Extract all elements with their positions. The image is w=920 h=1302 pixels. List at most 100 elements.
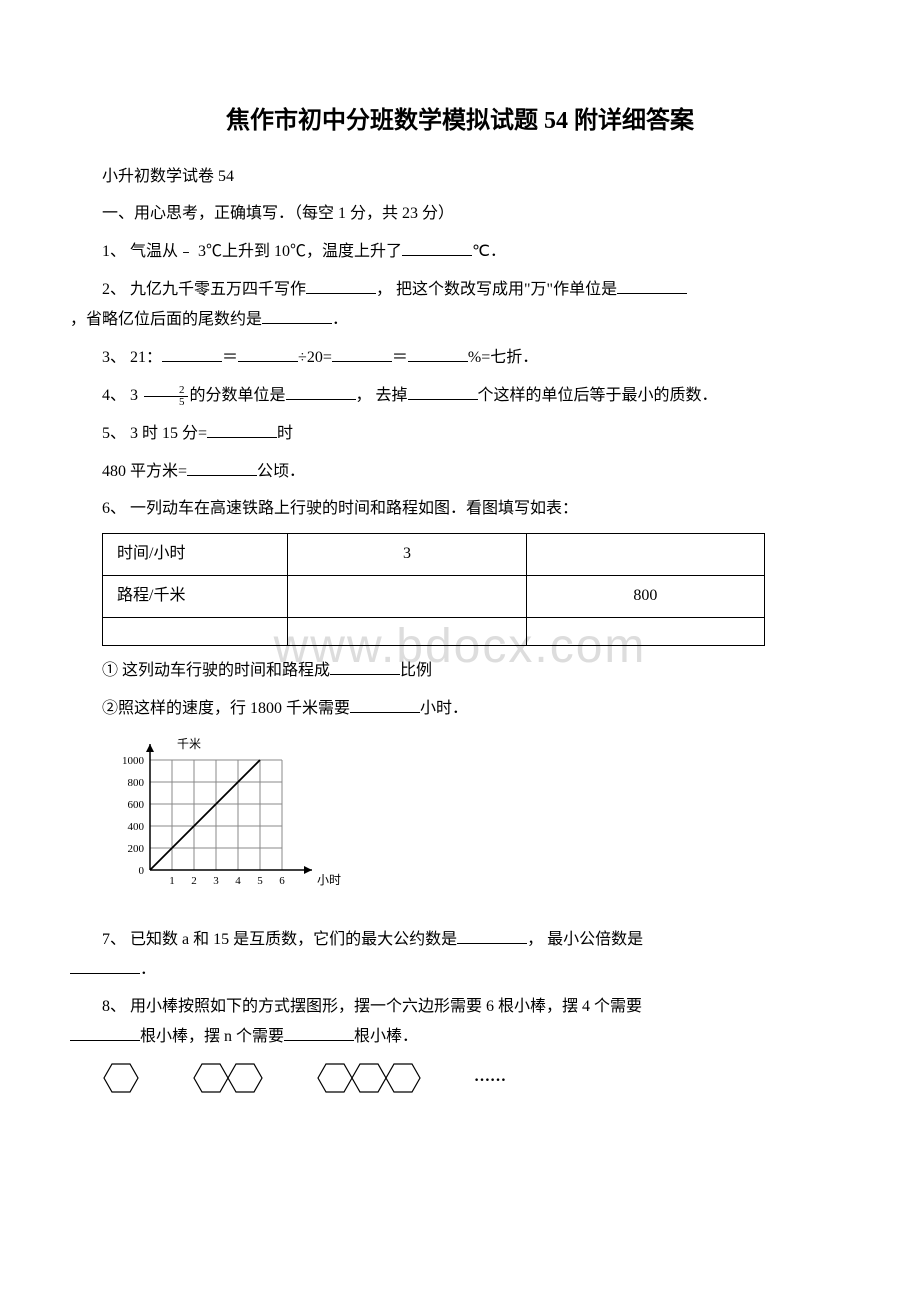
y-tick: 800 <box>128 777 145 789</box>
table-cell[interactable] <box>103 618 288 646</box>
blank[interactable] <box>402 237 472 256</box>
fraction-den: 5 <box>144 397 188 408</box>
grid <box>150 760 282 870</box>
section-header: 一、用心思考，正确填写．（每空 1 分，共 23 分） <box>70 200 850 229</box>
q3-m3: ＝ <box>392 349 408 366</box>
table-cell: 路程/千米 <box>103 576 288 618</box>
q7-mid: ， 最小公倍数是 <box>527 931 643 948</box>
question-5-line1: 5、 3 时 15 分=时 <box>70 419 850 449</box>
q2-p2: ， 把这个数改写成用"万"作单位是 <box>376 281 617 298</box>
blank[interactable] <box>332 343 392 362</box>
x-tick: 1 <box>169 875 175 887</box>
chart-svg: 千米 1000 800 600 400 200 0 1 2 <box>102 734 362 904</box>
y-tick: 1000 <box>122 755 145 767</box>
blank[interactable] <box>617 275 687 294</box>
question-7-cont: ． <box>70 955 850 985</box>
q6-s2-prefix: ②照这样的速度，行 1800 千米需要 <box>102 700 350 717</box>
fraction: 25 <box>144 385 188 408</box>
question-8: 8、 用小棒按照如下的方式摆图形，摆一个六边形需要 6 根小棒，摆 4 个需要 <box>70 993 850 1022</box>
hexagon-1 <box>102 1060 142 1096</box>
blank[interactable] <box>330 656 400 675</box>
x-axis-label: 小时 <box>317 873 341 887</box>
question-1: 1、 气温从﹣ 3℃上升到 10℃，温度上升了 ℃． <box>70 237 850 267</box>
q3-m4: %=七折． <box>468 349 538 366</box>
q5-l2-suffix: 公顷． <box>257 463 305 480</box>
q6-s1-suffix: 比例 <box>400 662 432 679</box>
q6-s2-suffix: 小时． <box>420 700 468 717</box>
q1-prefix: 1、 气温从﹣ 3℃上升到 10℃，温度上升了 <box>102 243 402 260</box>
question-7: 7、 已知数 a 和 15 是互质数，它们的最大公约数是， 最小公倍数是 <box>70 925 850 955</box>
data-table: 时间/小时 3 路程/千米 800 <box>102 533 765 646</box>
table-cell[interactable] <box>526 618 764 646</box>
q8-p2: 根小棒，摆 n 个需要 <box>140 1028 284 1045</box>
q6-s1-prefix: ① 这列动车行驶的时间和路程成 <box>102 662 330 679</box>
hexagon-3 <box>316 1060 424 1096</box>
question-8-cont: 根小棒，摆 n 个需要 根小棒． <box>70 1022 850 1052</box>
q5-l1-suffix: 时 <box>277 425 293 442</box>
table-cell: 3 <box>288 534 526 576</box>
ellipsis: …… <box>474 1063 506 1092</box>
x-tick: 2 <box>191 875 197 887</box>
blank[interactable] <box>70 1022 140 1041</box>
line-chart: 千米 1000 800 600 400 200 0 1 2 <box>102 734 850 915</box>
question-2-cont: ，省略亿位后面的尾数约是 ． <box>70 305 850 335</box>
y-tick: 400 <box>128 821 145 833</box>
blank[interactable] <box>262 305 332 324</box>
question-4: 4、 3 25的分数单位是 ， 去掉 个这样的单位后等于最小的质数． <box>70 381 850 411</box>
table-cell[interactable] <box>288 576 526 618</box>
blank[interactable] <box>238 343 298 362</box>
question-6-sub2: ②照这样的速度，行 1800 千米需要 小时． <box>70 694 850 724</box>
q7-suffix2: ． <box>140 961 156 978</box>
x-tick: 5 <box>257 875 263 887</box>
y-tick: 600 <box>128 799 145 811</box>
q2-p1: 2、 九亿九千零五万四千写作 <box>102 281 306 298</box>
table-row: 时间/小时 3 <box>103 534 765 576</box>
q2-p3: ，省略亿位后面的尾数约是 <box>70 311 262 328</box>
fraction-num: 2 <box>144 385 188 397</box>
q3-prefix: 3、 21： <box>102 349 162 366</box>
question-6-sub1: ① 这列动车行驶的时间和路程成 比例 <box>70 656 850 686</box>
x-tick: 4 <box>235 875 241 887</box>
blank[interactable] <box>350 694 420 713</box>
blank[interactable] <box>286 381 356 400</box>
q4-mid: 的分数单位是 <box>190 387 286 404</box>
table-cell[interactable] <box>288 618 526 646</box>
question-5-line2: 480 平方米= 公顷． <box>70 457 850 487</box>
blank[interactable] <box>207 419 277 438</box>
table-cell: 800 <box>526 576 764 618</box>
question-2: 2、 九亿九千零五万四千写作 ， 把这个数改写成用"万"作单位是 <box>70 275 850 305</box>
q2-p4: ． <box>332 311 348 328</box>
blank[interactable] <box>284 1022 354 1041</box>
y-tick: 200 <box>128 843 145 855</box>
y-tick: 0 <box>139 865 145 877</box>
blank[interactable] <box>187 457 257 476</box>
blank[interactable] <box>70 955 140 974</box>
y-axis-label: 千米 <box>177 737 201 751</box>
question-6-intro: 6、 一列动车在高速铁路上行驶的时间和路程如图．看图填写如表： <box>70 495 850 524</box>
blank[interactable] <box>408 343 468 362</box>
hexagon-2 <box>192 1060 266 1096</box>
q4-suffix: 个这样的单位后等于最小的质数． <box>478 387 718 404</box>
blank[interactable] <box>408 381 478 400</box>
x-tick: 6 <box>279 875 285 887</box>
q8-p3: 根小棒． <box>354 1028 418 1045</box>
q8-p1: 8、 用小棒按照如下的方式摆图形，摆一个六边形需要 6 根小棒，摆 4 个需要 <box>102 998 642 1015</box>
data-line <box>150 760 260 870</box>
q3-m2: ÷20= <box>298 349 332 366</box>
question-3: 3、 21： ＝ ÷20= ＝ %=七折． <box>70 343 850 373</box>
q4-mid2: ， 去掉 <box>356 387 408 404</box>
q4-prefix: 4、 3 <box>102 387 142 404</box>
page-title: 焦作市初中分班数学模拟试题 54 附详细答案 <box>70 100 850 143</box>
q5-l2-prefix: 480 平方米= <box>102 463 187 480</box>
hexagon-figures: …… <box>102 1060 850 1096</box>
blank[interactable] <box>306 275 376 294</box>
q1-suffix: ℃． <box>472 243 506 260</box>
blank[interactable] <box>457 925 527 944</box>
table-cell[interactable] <box>526 534 764 576</box>
blank[interactable] <box>162 343 222 362</box>
x-arrow-icon <box>304 866 312 874</box>
q3-m1: ＝ <box>222 349 238 366</box>
subtitle: 小升初数学试卷 54 <box>70 163 850 192</box>
table-row <box>103 618 765 646</box>
x-tick: 3 <box>213 875 219 887</box>
